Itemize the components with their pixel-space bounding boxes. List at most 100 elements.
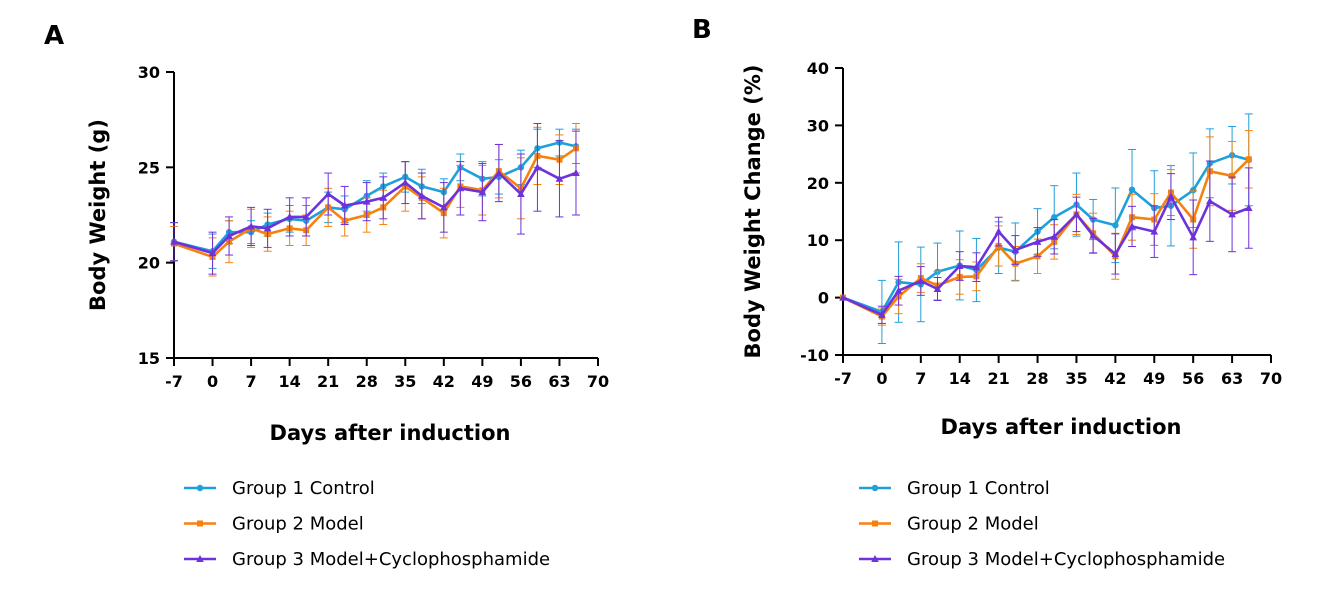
chart-b-x-tick-label: 42 bbox=[1104, 369, 1126, 388]
legend-label: Group 3 Model+Cyclophosphamide bbox=[232, 549, 550, 570]
data-point bbox=[1072, 210, 1081, 218]
legend-label: Group 2 Model bbox=[907, 514, 1039, 535]
data-point bbox=[401, 178, 410, 186]
legend-marker bbox=[872, 520, 878, 527]
chart-b-x-tick-label: 28 bbox=[1026, 369, 1048, 388]
data-point bbox=[208, 249, 217, 257]
data-point bbox=[225, 231, 233, 239]
chart-a-y-tick-label: 30 bbox=[138, 63, 160, 82]
data-point bbox=[1228, 210, 1236, 218]
data-point bbox=[1244, 204, 1253, 212]
series-line bbox=[842, 158, 1250, 318]
chart-a-y-tick-label: 20 bbox=[138, 254, 160, 273]
chart-a-x-tick-label: 28 bbox=[356, 372, 378, 391]
legend-marker bbox=[196, 484, 204, 492]
data-point bbox=[1111, 249, 1120, 257]
data-point bbox=[340, 201, 349, 209]
chart-b-y-tick-label: -10 bbox=[800, 346, 829, 365]
chart-b-x-tick-label: 49 bbox=[1143, 369, 1165, 388]
data-point bbox=[572, 169, 580, 177]
data-point bbox=[933, 284, 942, 292]
data-point bbox=[302, 212, 310, 220]
legend-marker bbox=[871, 484, 879, 492]
chart-a-x-tick-label: 49 bbox=[471, 372, 493, 391]
chart-a-y-tick-label: 15 bbox=[138, 349, 160, 368]
chart-b-y-tick-label: 20 bbox=[807, 174, 829, 193]
data-point bbox=[362, 197, 371, 205]
chart-a-legend-item-2: Group 2 Model bbox=[184, 514, 364, 535]
chart-a-x-tick-label: -7 bbox=[165, 372, 183, 391]
data-point bbox=[417, 191, 426, 199]
chart-b-x-tick-label: -7 bbox=[834, 369, 852, 388]
data-point bbox=[555, 174, 564, 182]
chart-a-x-axis-title: Days after induction bbox=[270, 421, 511, 445]
chart-a-x-tick-label: 7 bbox=[246, 372, 257, 391]
data-point bbox=[478, 188, 487, 196]
chart-a-x-tick-label: 21 bbox=[317, 372, 339, 391]
data-point bbox=[379, 193, 388, 201]
chart-a-x-tick-label: 42 bbox=[433, 372, 455, 391]
data-point bbox=[994, 227, 1003, 235]
chart-b-svg: B -10 0 10 20 30 40 -7 0 7 14 21 28 35 42 49 56 63 70 Days… bbox=[692, 15, 1282, 570]
data-point bbox=[1051, 214, 1058, 221]
chart-b-y-tick-label: 10 bbox=[807, 231, 829, 250]
legend-label: Group 1 Control bbox=[907, 478, 1050, 499]
data-point bbox=[1245, 156, 1252, 163]
data-point bbox=[1189, 233, 1197, 241]
chart-b-series-1 bbox=[839, 113, 1253, 345]
panel-label-b: B bbox=[692, 15, 712, 45]
chart-b-x-tick-label: 63 bbox=[1221, 369, 1243, 388]
data-point bbox=[1167, 192, 1175, 200]
series-line bbox=[173, 147, 577, 259]
chart-b-x-tick-label: 7 bbox=[915, 369, 926, 388]
panel-a: A 15 20 25 30 -7 0 7 14 21 28 35 42 49 56 63 70 Days aft… bbox=[44, 21, 609, 570]
chart-a-y-axis-title: Body Weight (g) bbox=[86, 119, 110, 311]
chart-b-y-axis-title: Body Weight Change (%) bbox=[741, 65, 765, 359]
chart-a-x-tick-label: 63 bbox=[548, 372, 570, 391]
chart-b-x-tick-label: 14 bbox=[949, 369, 971, 388]
data-point bbox=[878, 310, 886, 318]
chart-b-y-tick-label: 30 bbox=[807, 116, 829, 135]
chart-b-x-tick-label: 21 bbox=[988, 369, 1010, 388]
data-point bbox=[263, 224, 272, 232]
panel-b: B -10 0 10 20 30 40 -7 0 7 14 21 28 35 42 49 56 63 70 Days… bbox=[672, 0, 1344, 595]
data-point bbox=[1229, 172, 1236, 179]
chart-a-legend-item-1: Group 1 Control bbox=[184, 478, 375, 499]
legend-label: Group 3 Model+Cyclophosphamide bbox=[907, 549, 1225, 570]
chart-b-series-3 bbox=[839, 160, 1253, 324]
data-point bbox=[1128, 222, 1136, 230]
data-point bbox=[1206, 197, 1214, 205]
chart-b-x-tick-label: 70 bbox=[1260, 369, 1282, 388]
chart-b-legend-item-2: Group 2 Model bbox=[859, 514, 1039, 535]
data-point bbox=[1050, 232, 1059, 240]
data-point bbox=[247, 222, 255, 230]
data-point bbox=[1112, 222, 1119, 229]
data-point bbox=[440, 203, 448, 211]
data-point bbox=[533, 163, 542, 171]
chart-a-svg: A 15 20 25 30 -7 0 7 14 21 28 35 42 49 56 63 70 Days aft… bbox=[44, 21, 609, 570]
panel-label-a: A bbox=[44, 21, 64, 51]
chart-b-x-tick-label: 35 bbox=[1065, 369, 1087, 388]
data-point bbox=[1033, 237, 1042, 245]
chart-b-x-tick-label: 0 bbox=[876, 369, 887, 388]
data-point bbox=[517, 190, 525, 198]
chart-a-x-tick-label: 70 bbox=[587, 372, 609, 391]
legend-label: Group 1 Control bbox=[232, 478, 375, 499]
legend-label: Group 2 Model bbox=[232, 514, 364, 535]
data-point bbox=[495, 169, 503, 177]
data-point bbox=[1128, 186, 1136, 193]
data-point bbox=[955, 262, 964, 270]
data-point bbox=[1089, 231, 1097, 239]
chart-a-y-tick-label: 25 bbox=[138, 158, 160, 177]
data-point bbox=[324, 190, 332, 198]
chart-b-legend-item-3: Group 3 Model+Cyclophosphamide bbox=[859, 549, 1225, 570]
chart-a-x-tick-label: 14 bbox=[279, 372, 301, 391]
data-point bbox=[1150, 227, 1159, 235]
data-point bbox=[839, 293, 847, 301]
chart-a-legend-item-3: Group 3 Model+Cyclophosphamide bbox=[184, 549, 550, 570]
chart-a-x-tick-label: 35 bbox=[394, 372, 416, 391]
chart-a-x-tick-label: 56 bbox=[510, 372, 532, 391]
legend-marker bbox=[196, 555, 204, 562]
chart-b-x-tick-label: 56 bbox=[1182, 369, 1204, 388]
data-point bbox=[1189, 187, 1197, 194]
